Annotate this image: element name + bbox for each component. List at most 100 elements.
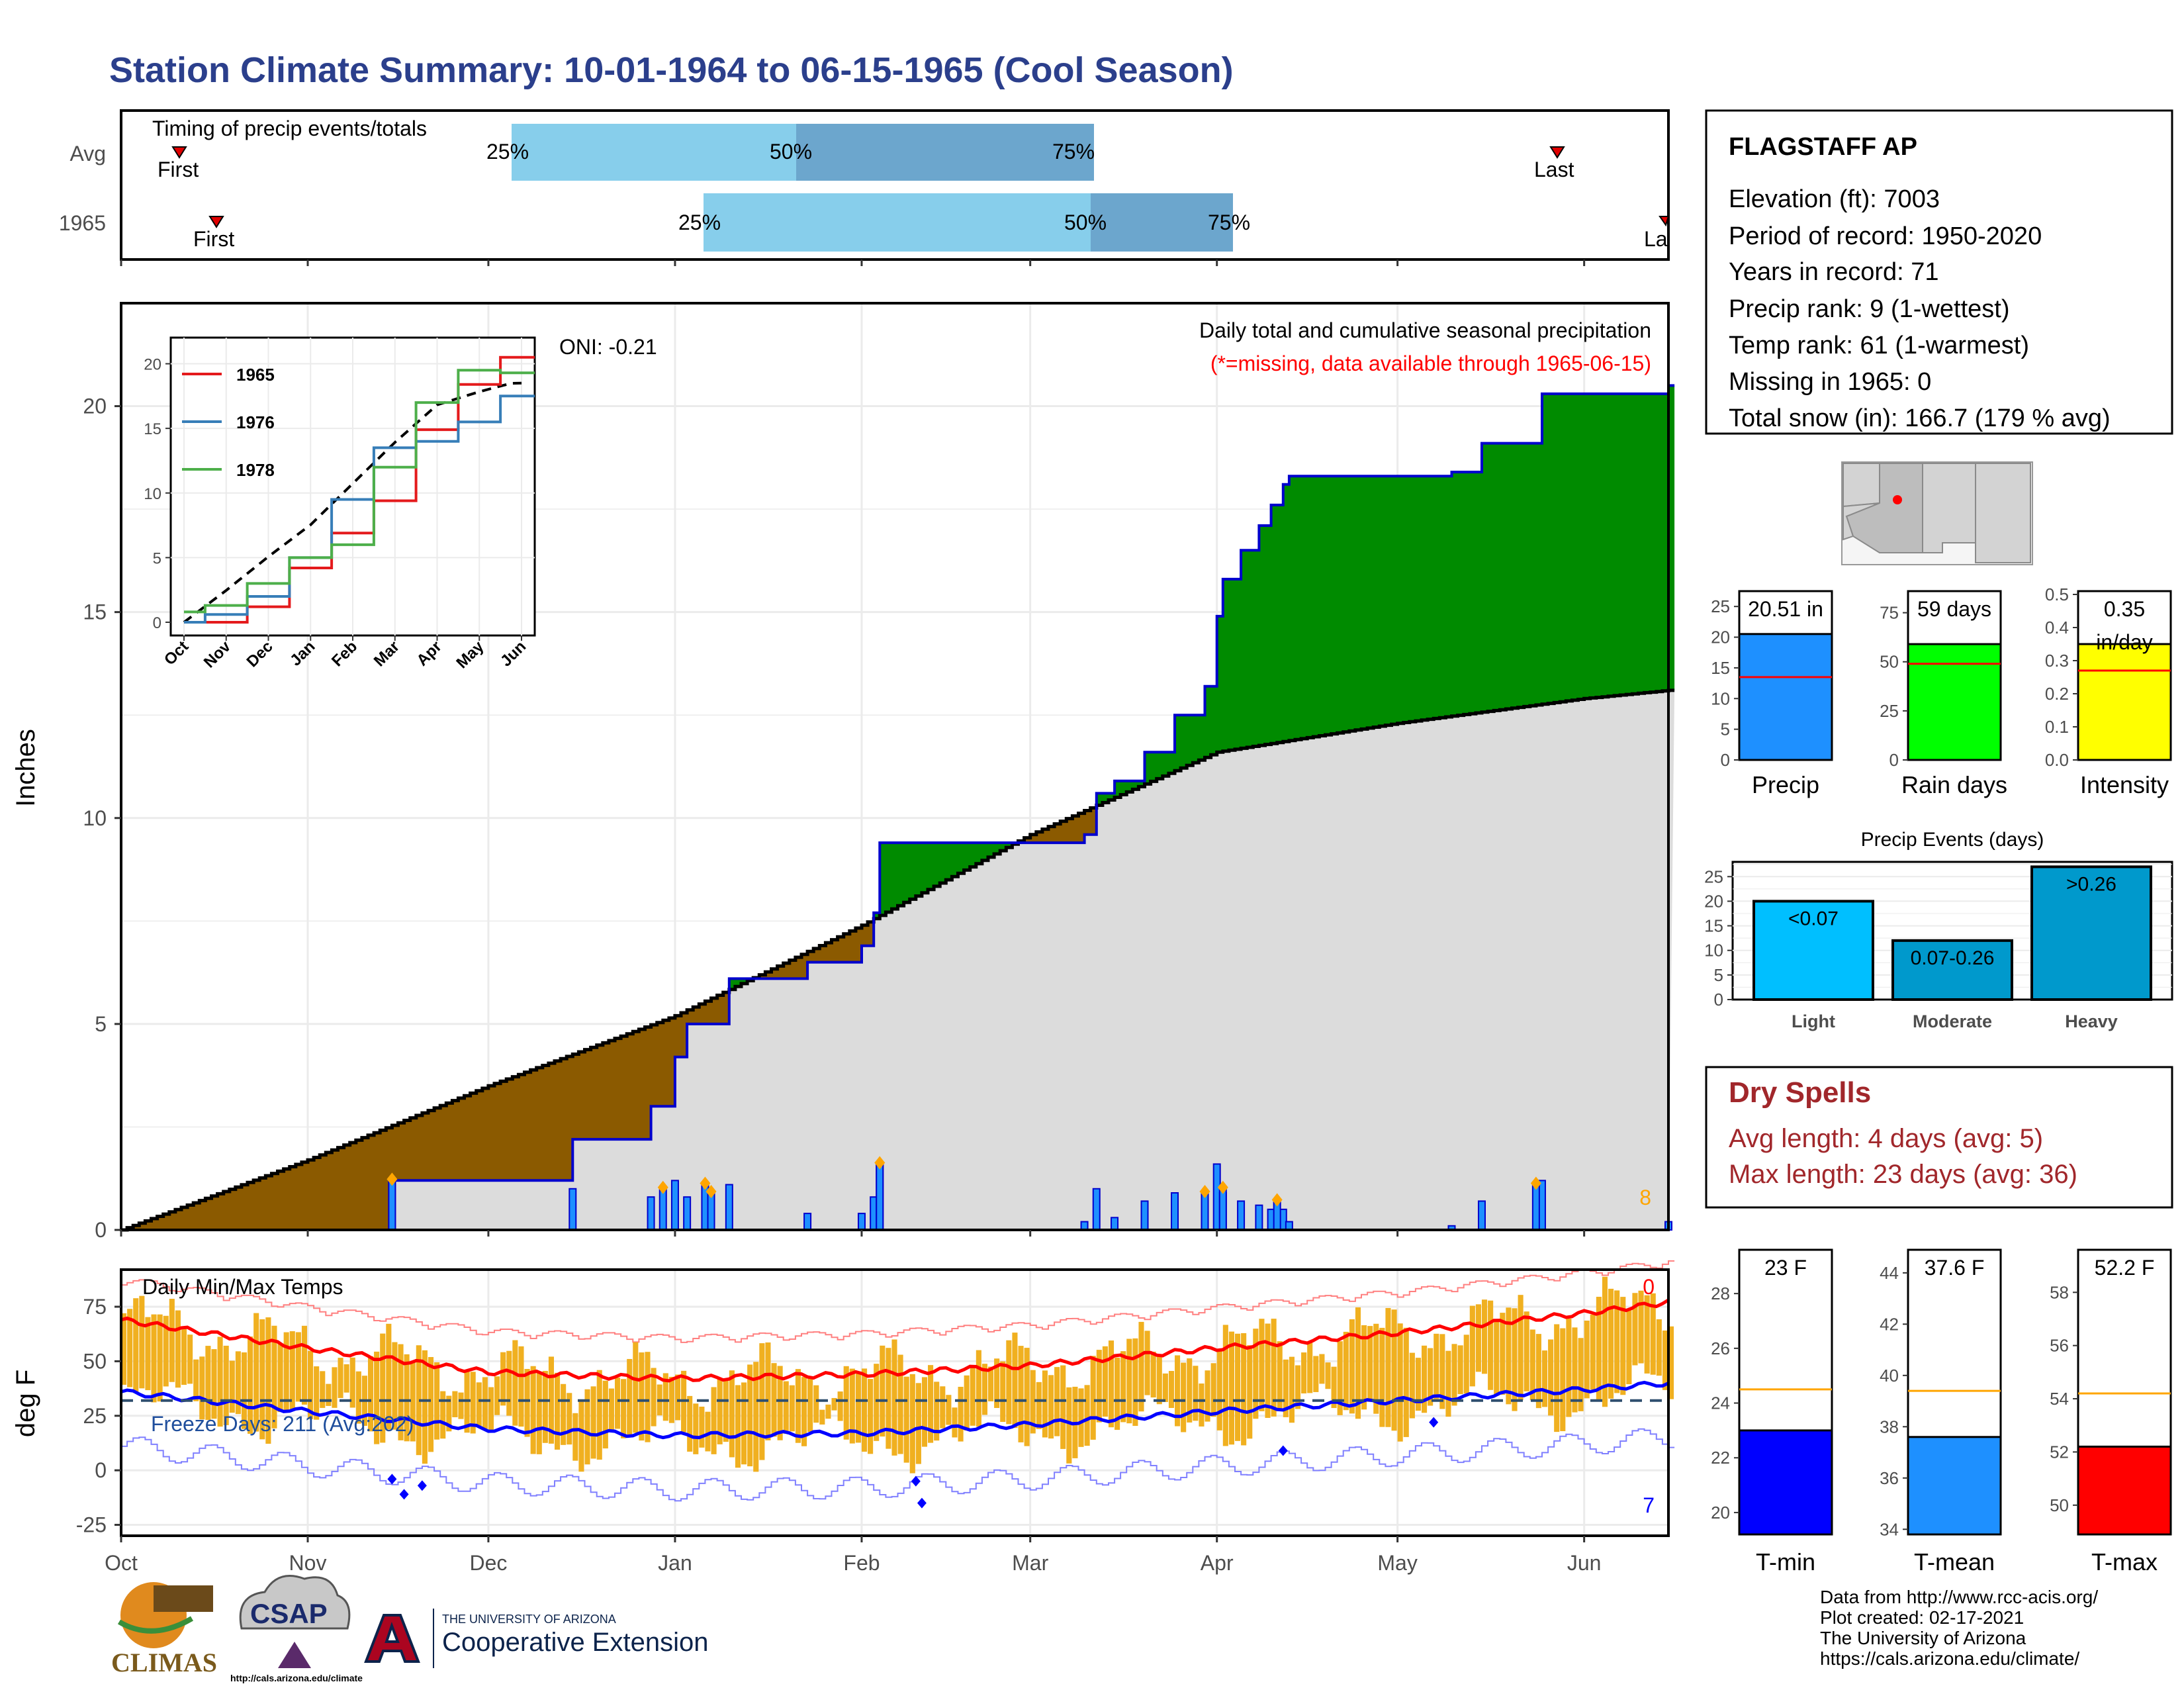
daily-temp-bar	[1241, 1333, 1247, 1446]
precip-x-axis	[120, 1230, 1586, 1237]
inset-line-1976	[184, 395, 535, 624]
daily-temp-bar	[1518, 1295, 1524, 1401]
daily-temp-bar	[1168, 1371, 1175, 1408]
daily-temp-bar	[1247, 1345, 1253, 1439]
tmean-summary-ytick-label: 44	[1880, 1263, 1899, 1283]
daily-temp-bar	[1181, 1362, 1187, 1432]
daily-precip-bar	[569, 1188, 577, 1231]
daily-temp-bar	[169, 1299, 175, 1382]
daily-temp-bar	[476, 1382, 482, 1427]
daily-temp-bar	[741, 1382, 747, 1465]
daily-temp-bar	[970, 1366, 976, 1426]
tmax-summary-value-label: 52.2 F	[2095, 1256, 2155, 1280]
precip-summary-bar	[1738, 633, 1833, 761]
daily-temp-bar	[259, 1319, 265, 1440]
station-line-3: Precip rank: 9 (1-wettest)	[1729, 295, 2009, 323]
daily-temp-bar	[314, 1366, 320, 1420]
daily-temp-bar	[229, 1360, 235, 1413]
daily-temp-bar	[1126, 1338, 1132, 1424]
daily-temp-bar	[981, 1364, 988, 1415]
daily-temp-bar	[265, 1317, 271, 1444]
temp-xtick-label: Apr	[1201, 1551, 1234, 1575]
daily-temp-bar	[699, 1406, 705, 1448]
events-ytick-label: 20	[1704, 891, 1723, 911]
yr-first-marker	[208, 216, 224, 228]
daily-temp-bar	[1355, 1307, 1361, 1419]
precip-ylabel: Inches	[11, 729, 40, 807]
daily-temp-bar	[1313, 1356, 1319, 1392]
daily-temp-bar	[855, 1374, 861, 1443]
daily-temp-bar	[639, 1352, 645, 1441]
daily-temp-bar	[446, 1395, 452, 1432]
daily-temp-bar	[1199, 1383, 1205, 1427]
daily-temp-bar	[1030, 1370, 1036, 1434]
record-max-line	[121, 1260, 1675, 1343]
station-location-dot	[1893, 495, 1902, 504]
daily-temp-bar	[355, 1371, 361, 1424]
events-bar-label: >0.26	[2066, 873, 2116, 895]
daily-temp-bar	[813, 1385, 819, 1423]
daily-temp-bar	[1578, 1338, 1584, 1411]
legend-label-1978: 1978	[236, 460, 275, 480]
daily-temp-bar	[1108, 1340, 1115, 1428]
daily-temp-bar	[157, 1314, 163, 1402]
daily-temp-bar	[753, 1362, 759, 1472]
intensity-summary-value-unit: in/day	[2096, 630, 2152, 654]
daily-temp-bar	[831, 1397, 837, 1411]
csap-cloud-icon	[239, 1575, 351, 1630]
inset-line-1978	[184, 369, 535, 614]
daily-temp-bar	[1000, 1361, 1006, 1423]
intensity-summary-ytick-label: 0.4	[2045, 618, 2069, 637]
precip-ytick-label: 5	[95, 1012, 107, 1036]
daily-temp-bar	[1541, 1350, 1548, 1407]
daily-temp-bar	[1234, 1333, 1241, 1441]
intensity-summary-value-label: 0.35	[2104, 597, 2145, 621]
daily-temp-bar	[380, 1333, 386, 1443]
daily-temp-bar	[1602, 1276, 1608, 1407]
climas-logo: CLIMAS	[111, 1582, 217, 1677]
daily-temp-bar	[1319, 1354, 1325, 1384]
daily-temp-bar	[1156, 1355, 1162, 1405]
daily-temp-bar	[1253, 1329, 1259, 1419]
daily-temp-bar	[909, 1374, 915, 1474]
daily-temp-bar	[555, 1372, 561, 1450]
precip-summary-ytick-label: 5	[1721, 720, 1730, 739]
heavy-event-marker	[705, 1185, 717, 1198]
daily-temp-bar	[934, 1382, 940, 1441]
dry-spells-box: Dry Spells Avg length: 4 days (avg: 5) M…	[1705, 1066, 2173, 1209]
daily-temp-bar	[1222, 1325, 1228, 1446]
heavy-event-marker	[657, 1180, 668, 1194]
tmin-summary-ytick-label: 22	[1711, 1448, 1730, 1468]
daily-temp-bar	[428, 1357, 434, 1452]
csap-url: http://cals.arizona.edu/climate	[230, 1673, 363, 1683]
daily-temp-bar	[1560, 1328, 1566, 1432]
rain-days-summary-value-label: 59 days	[1917, 597, 1991, 621]
daily-temp-bar	[1271, 1319, 1277, 1417]
daily-temp-bar	[1656, 1319, 1662, 1376]
events-bar-label: <0.07	[1788, 908, 1839, 929]
precip-ytick-label: 10	[83, 806, 107, 830]
daily-precip-bar	[1140, 1200, 1149, 1231]
precip-summary-ytick-label: 20	[1711, 628, 1730, 647]
events-category-label: Light	[1792, 1011, 1835, 1031]
avg-quartile-bar-high	[796, 124, 1094, 181]
daily-temp-bar	[1006, 1340, 1012, 1425]
daily-temp-bar	[1572, 1327, 1578, 1413]
daily-temp-bar	[994, 1358, 1000, 1408]
daily-temp-bar	[1385, 1307, 1391, 1427]
tmin-summary-bar	[1738, 1429, 1833, 1536]
daily-temp-bar	[1012, 1333, 1018, 1429]
daily-temp-bar	[1373, 1323, 1379, 1414]
daily-temp-bar	[1608, 1288, 1614, 1399]
map-region-nv	[1843, 463, 1880, 508]
ua-a-icon	[364, 1614, 420, 1663]
precip-ytick-label: 0	[95, 1218, 107, 1242]
daily-precip-bar	[1531, 1184, 1540, 1231]
daily-temp-bar	[1307, 1342, 1313, 1393]
temp-ytick-label: 0	[95, 1458, 107, 1482]
events-bar	[1891, 939, 2013, 1002]
daily-temp-bar	[886, 1348, 891, 1449]
daily-temp-bar	[1090, 1356, 1096, 1440]
daily-temp-bar	[1433, 1333, 1439, 1399]
daily-temp-bar	[1078, 1388, 1084, 1447]
